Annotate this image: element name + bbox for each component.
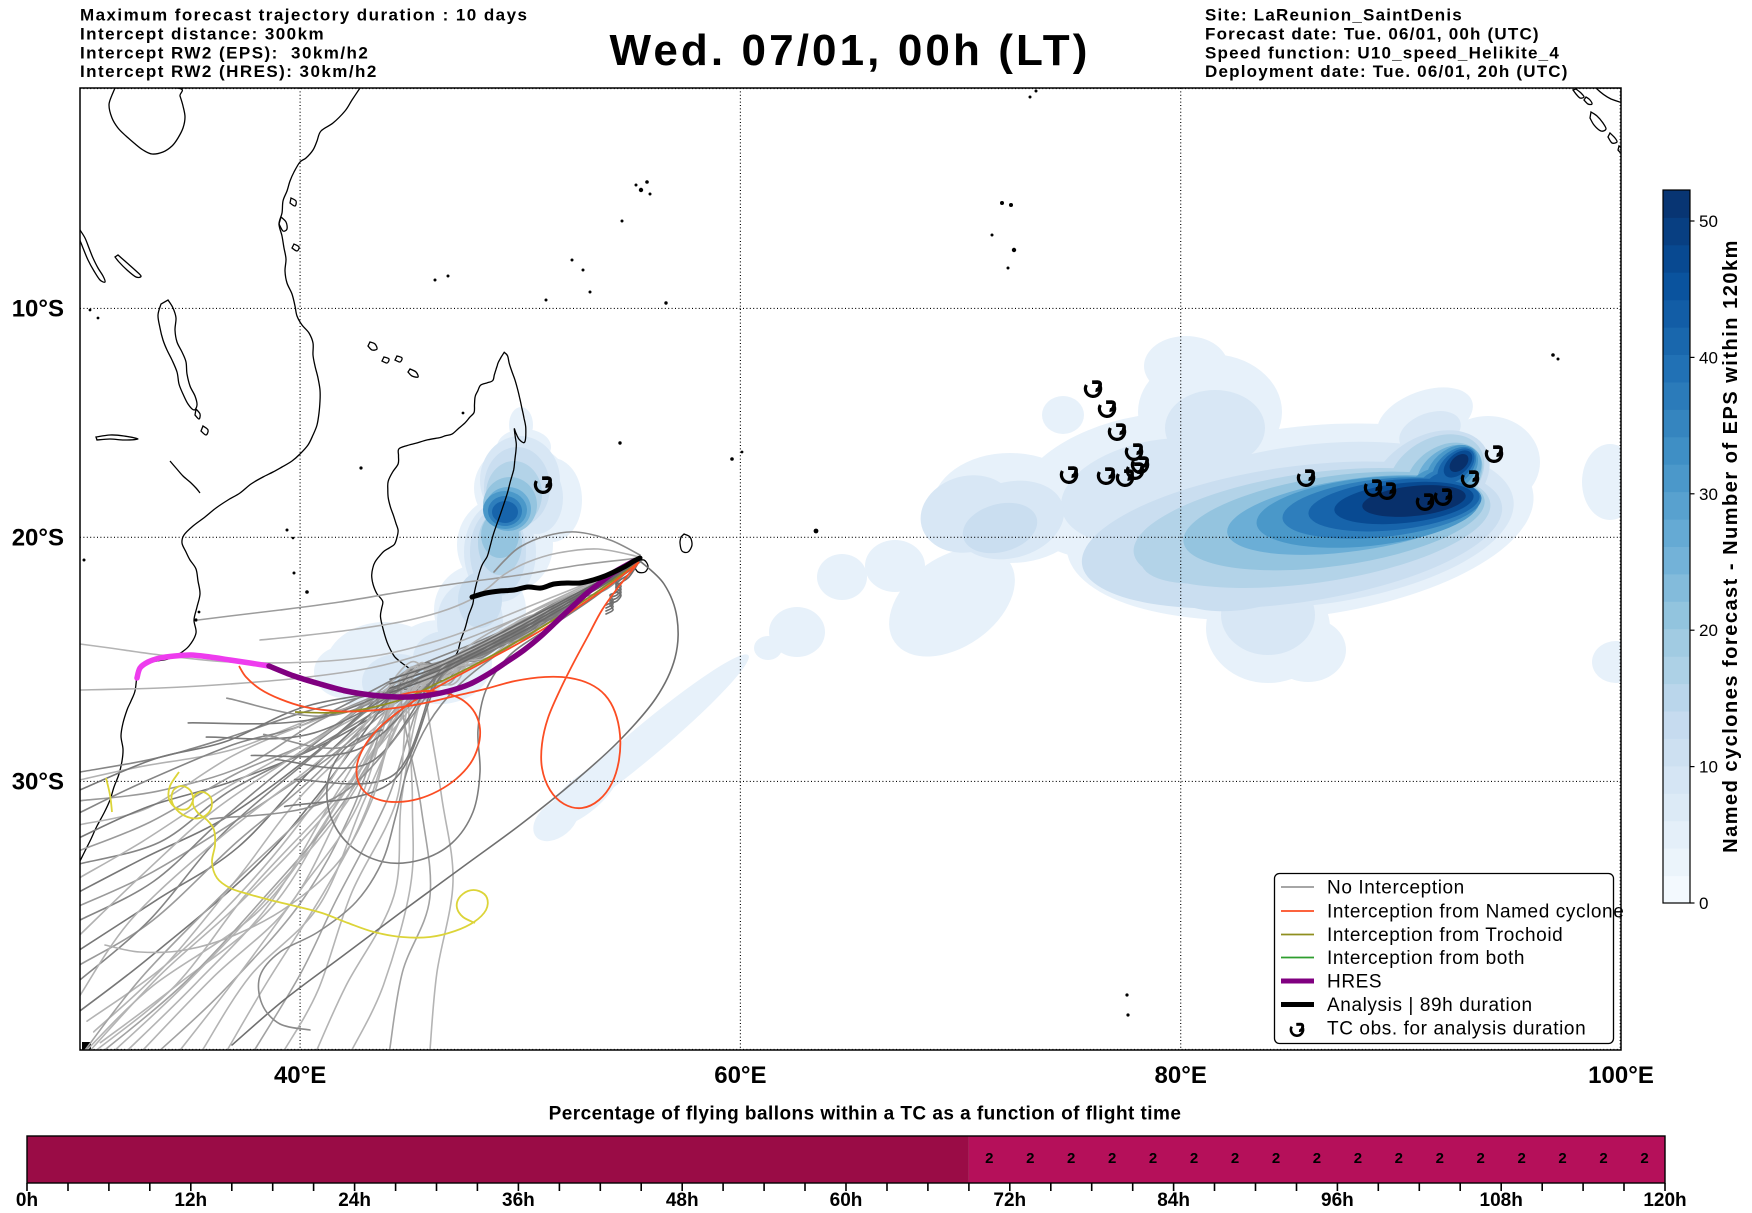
svg-text:30: 30 xyxy=(1699,485,1718,504)
svg-text:Interception from Named cyclon: Interception from Named cyclone xyxy=(1327,902,1624,923)
svg-text:Intercept distance: 300km: Intercept distance: 300km xyxy=(80,24,325,43)
svg-text:96h: 96h xyxy=(1321,1190,1354,1211)
svg-text:2: 2 xyxy=(1067,1150,1075,1167)
svg-text:120h: 120h xyxy=(1643,1190,1686,1211)
svg-text:84h: 84h xyxy=(1157,1190,1190,1211)
svg-text:20°S: 20°S xyxy=(12,524,64,551)
svg-text:30°S: 30°S xyxy=(12,768,64,795)
svg-text:Maximum forecast trajectory du: Maximum forecast trajectory duration : 1… xyxy=(80,6,528,25)
svg-text:HRES: HRES xyxy=(1327,972,1382,993)
svg-text:60h: 60h xyxy=(830,1190,863,1211)
svg-text:TC obs. for analysis duration: TC obs. for analysis duration xyxy=(1327,1019,1586,1040)
svg-text:12h: 12h xyxy=(174,1190,207,1211)
svg-text:2: 2 xyxy=(1231,1150,1239,1167)
svg-text:2: 2 xyxy=(1354,1150,1362,1167)
svg-text:2: 2 xyxy=(985,1150,993,1167)
svg-text:80°E: 80°E xyxy=(1155,1062,1207,1089)
svg-text:50: 50 xyxy=(1699,212,1718,231)
svg-text:Intercept RW2 (EPS): 30km/h2: Intercept RW2 (EPS): 30km/h2 xyxy=(80,43,369,62)
svg-text:2: 2 xyxy=(1190,1150,1198,1167)
svg-text:20: 20 xyxy=(1699,621,1718,640)
svg-text:10°S: 10°S xyxy=(12,295,64,322)
svg-text:2: 2 xyxy=(1558,1150,1566,1167)
svg-text:Analysis | 89h duration: Analysis | 89h duration xyxy=(1327,995,1533,1016)
svg-text:2: 2 xyxy=(1436,1150,1444,1167)
svg-text:2: 2 xyxy=(1108,1150,1116,1167)
svg-text:2: 2 xyxy=(1518,1150,1526,1167)
svg-text:2: 2 xyxy=(1599,1150,1607,1167)
svg-text:Speed function: U10_speed_Heli: Speed function: U10_speed_Helikite_4 xyxy=(1205,43,1560,62)
svg-text:0h: 0h xyxy=(16,1190,38,1211)
svg-text:2: 2 xyxy=(1477,1150,1485,1167)
svg-text:2: 2 xyxy=(1395,1150,1403,1167)
svg-text:40: 40 xyxy=(1699,348,1718,367)
svg-text:24h: 24h xyxy=(338,1190,371,1211)
svg-text:Wed. 07/01, 00h (LT): Wed. 07/01, 00h (LT) xyxy=(610,26,1091,75)
svg-text:Percentage of flying ballons w: Percentage of flying ballons within a TC… xyxy=(549,1104,1182,1125)
svg-text:Forecast date: Tue. 06/01, 00h: Forecast date: Tue. 06/01, 00h (UTC) xyxy=(1205,24,1540,43)
svg-text:No Interception: No Interception xyxy=(1327,878,1465,899)
svg-text:72h: 72h xyxy=(993,1190,1026,1211)
svg-text:10: 10 xyxy=(1699,758,1718,777)
svg-text:2: 2 xyxy=(1272,1150,1280,1167)
svg-text:2: 2 xyxy=(1640,1150,1648,1167)
svg-text:Deployment date: Tue. 06/01, 2: Deployment date: Tue. 06/01, 20h (UTC) xyxy=(1205,62,1569,81)
svg-text:36h: 36h xyxy=(502,1190,535,1211)
svg-text:0: 0 xyxy=(1699,894,1708,913)
svg-text:Site: LaReunion_SaintDenis: Site: LaReunion_SaintDenis xyxy=(1205,6,1463,25)
svg-text:2: 2 xyxy=(1313,1150,1321,1167)
svg-text:2: 2 xyxy=(1149,1150,1157,1167)
svg-text:100°E: 100°E xyxy=(1588,1062,1654,1089)
svg-text:Named cyclones forecast - Numb: Named cyclones forecast - Number of EPS … xyxy=(1720,239,1742,853)
svg-text:108h: 108h xyxy=(1480,1190,1523,1211)
svg-text:Interception from both: Interception from both xyxy=(1327,948,1525,969)
svg-text:Interception from Trochoid: Interception from Trochoid xyxy=(1327,925,1563,946)
svg-text:Intercept RW2 (HRES): 30km/h2: Intercept RW2 (HRES): 30km/h2 xyxy=(80,62,378,81)
svg-text:2: 2 xyxy=(1026,1150,1034,1167)
svg-text:40°E: 40°E xyxy=(274,1062,326,1089)
svg-text:48h: 48h xyxy=(666,1190,699,1211)
svg-text:60°E: 60°E xyxy=(714,1062,766,1089)
